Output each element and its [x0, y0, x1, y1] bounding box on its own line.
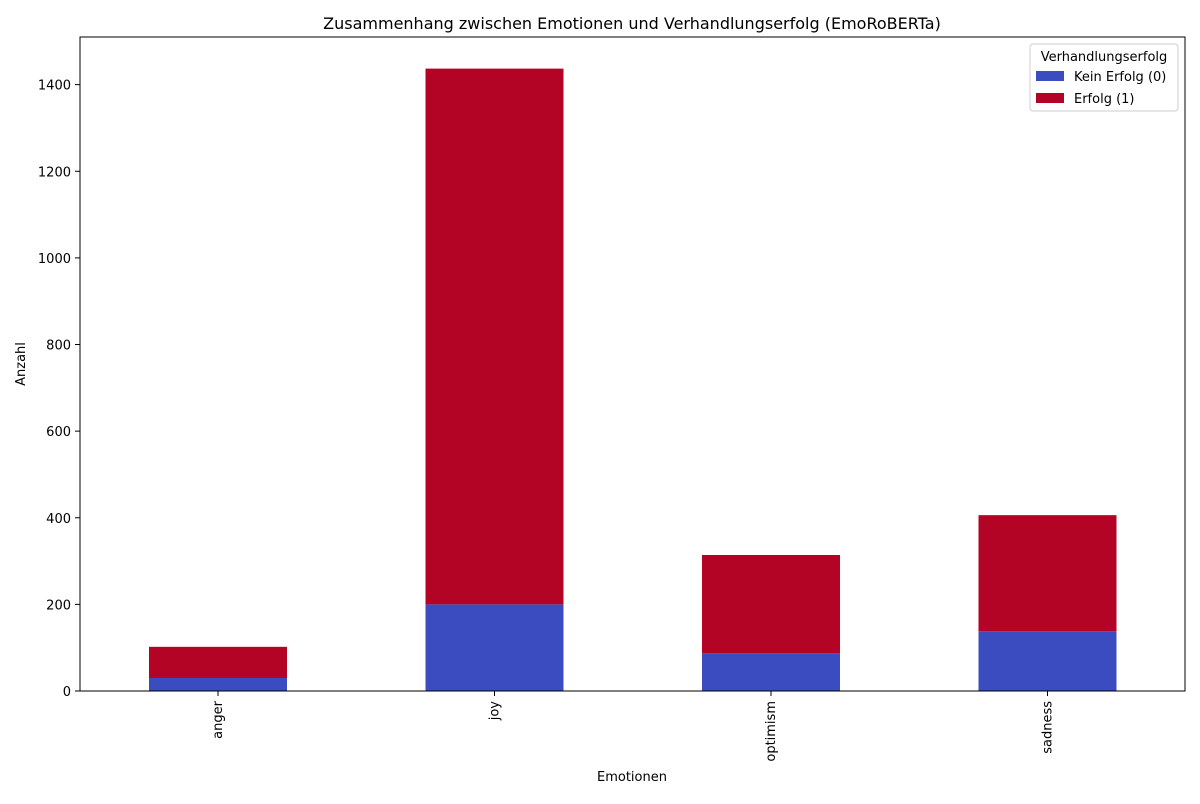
- plot-frame: [79, 36, 1186, 692]
- y-tick-label: 1400: [38, 79, 71, 94]
- legend-entries: Kein Erfolg (0) Erfolg (1): [1036, 70, 1166, 107]
- legend-frame: [1029, 43, 1179, 112]
- x-tick-label-joy: joy: [488, 701, 503, 722]
- y-tick-label: 800: [46, 339, 71, 354]
- y-tick-label: 600: [46, 425, 71, 440]
- y-tick-label: 1200: [38, 165, 71, 180]
- legend-label-1: Erfolg (1): [1074, 92, 1135, 107]
- chart-title: Zusammenhang zwischen Emotionen und Verh…: [323, 14, 941, 33]
- x-tick-label-anger: anger: [211, 700, 226, 738]
- x-axis-label: Emotionen: [597, 770, 667, 785]
- y-tick-label: 400: [46, 512, 71, 527]
- legend-label-0: Kein Erfolg (0): [1074, 70, 1166, 85]
- y-tick-label: 0: [63, 685, 71, 700]
- bar-sadness-series-1: [978, 515, 1117, 632]
- y-axis-ticks: 0 200 400 600 800 1000 1200 1400: [38, 79, 80, 700]
- bar-sadness-series-0: [978, 631, 1117, 691]
- bar-joy-series-1: [425, 68, 564, 605]
- bar-anger-series-1: [149, 646, 287, 679]
- legend: Verhandlungserfolg Kein Erfolg (0) Erfolg…: [1029, 43, 1179, 112]
- bar-optimism-series-1: [702, 555, 840, 654]
- y-tick-label: 200: [46, 598, 71, 613]
- bar-joy-series-0: [425, 604, 564, 691]
- x-axis-ticks: anger joy optimism sadness: [211, 691, 1056, 762]
- y-axis-label: Anzahl: [14, 342, 29, 386]
- legend-swatch-0: [1036, 71, 1064, 81]
- x-tick-label-optimism: optimism: [764, 701, 779, 762]
- legend-swatch-1: [1036, 93, 1064, 103]
- bars-layer: [149, 68, 1117, 691]
- x-tick-label-sadness: sadness: [1041, 701, 1056, 754]
- bar-anger-series-0: [149, 678, 287, 691]
- bar-optimism-series-0: [702, 653, 840, 691]
- legend-title: Verhandlungserfolg: [1041, 50, 1168, 65]
- y-tick-label: 1000: [38, 252, 71, 267]
